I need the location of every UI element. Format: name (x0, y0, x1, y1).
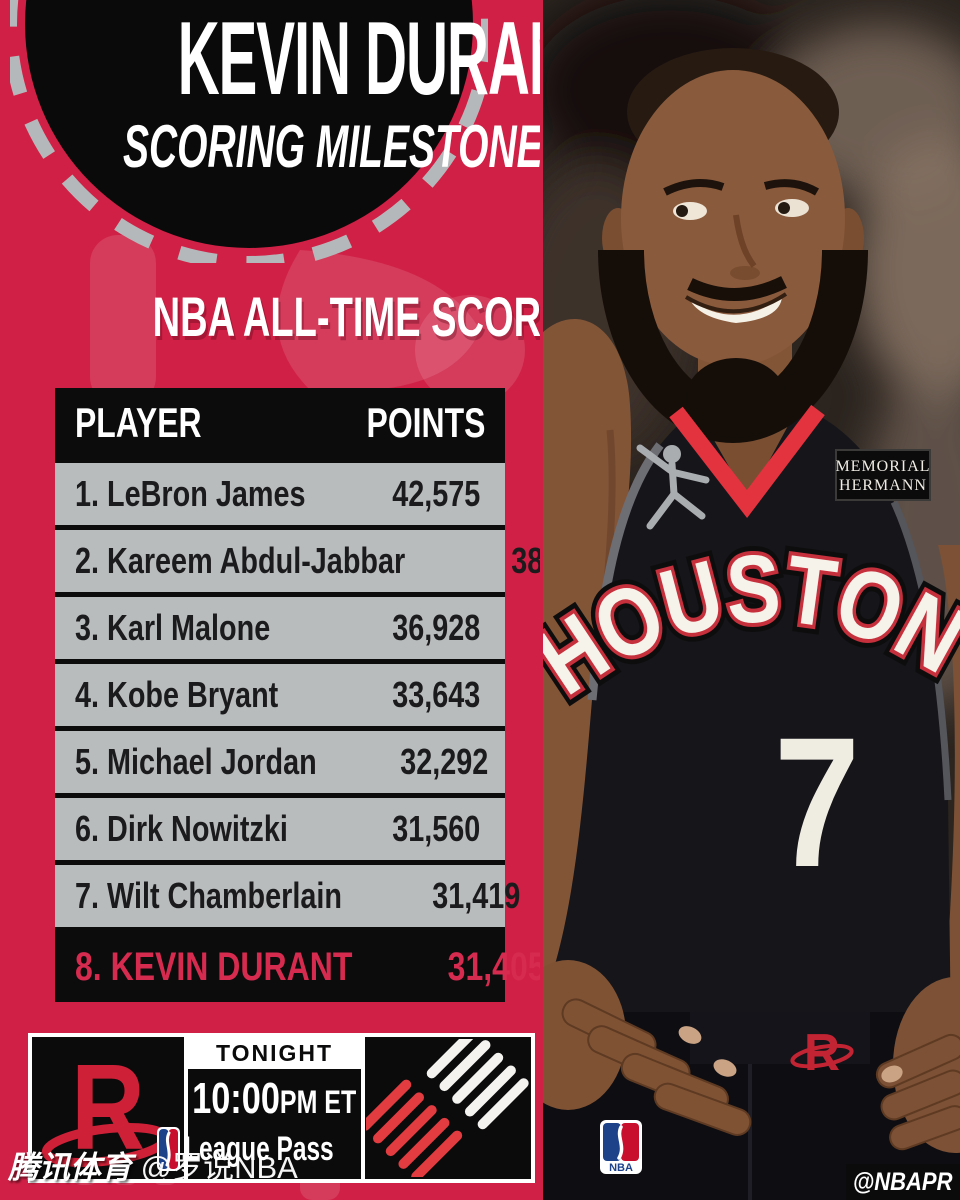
svg-text:NBA: NBA (609, 1162, 633, 1174)
divider (361, 1037, 365, 1179)
portland-trail-blazers-logo-icon (365, 1039, 529, 1177)
scoring-table: PLAYER POINTS 1. LeBron James 42,575 2. … (55, 388, 540, 1002)
league-pass: League Pass (157, 1127, 392, 1171)
game-time: 10:00PM ET (192, 1074, 357, 1123)
nbapr-watermark: @NBAPR (846, 1164, 960, 1200)
badge-title: KEVIN DURANT (177, 1, 540, 117)
arm (540, 318, 632, 1016)
table-row: 7. Wilt Chamberlain 31,419 (55, 865, 520, 927)
svg-text:HERMANN: HERMANN (839, 477, 927, 494)
table-row: 2. Kareem Abdul-Jabbar 38,387 (55, 530, 540, 592)
table-row-kevin-durant: 8. KEVIN DURANT 31,405 (55, 932, 540, 1002)
player-photo: MEMORIAL HERMANN HOUSTON HOUSTON 7 R (495, 0, 960, 1200)
svg-text:MEMORIAL: MEMORIAL (835, 458, 930, 475)
game-info-bar: R TONIGHT 10:00PM ET Le (28, 1033, 535, 1183)
col-points: POINTS (366, 399, 485, 446)
col-player: PLAYER (75, 399, 202, 446)
houston-rockets-logo-icon: R (41, 1039, 171, 1175)
rockets-logo: R (32, 1037, 184, 1179)
tonight-label: TONIGHT (188, 1037, 361, 1069)
milestone-badge: KEVIN DURANT SCORING MILESTONE (10, 0, 540, 263)
collar (669, 404, 825, 519)
blazers-logo (365, 1037, 531, 1179)
left-panel: KEVIN DURANT SCORING MILESTONE NBA ALL-T… (10, 0, 540, 1200)
badge-circle (10, 0, 488, 263)
game-time-panel: TONIGHT 10:00PM ET League Pass (157, 1037, 361, 1179)
tencent-watermark: 腾讯体育 @罗说NBA (8, 1150, 298, 1185)
badge-subtitle: SCORING MILESTONE (122, 113, 540, 180)
table-row: 1. LeBron James 42,575 (55, 463, 505, 525)
table-row: 5. Michael Jordan 32,292 (55, 731, 505, 793)
table-row: 6. Dirk Nowitzki 31,560 (55, 798, 505, 860)
league-pass-label: League Pass (184, 1130, 334, 1168)
page-title: NBA ALL-TIME SCORING LEADERS (152, 285, 540, 348)
nba-shorts-tag: NBA (600, 1120, 642, 1174)
nba-logo-icon (157, 1127, 181, 1171)
table-row: 3. Karl Malone 36,928 (55, 597, 505, 659)
kevin-durant-photo-illustration: MEMORIAL HERMANN HOUSTON HOUSTON 7 R (495, 0, 960, 1200)
jumpman-icon (636, 444, 710, 530)
memorial-hermann-patch: MEMORIAL HERMANN (835, 449, 931, 501)
jersey-number: 7 (774, 700, 860, 906)
rockets-waistband-logo: R (804, 1024, 840, 1082)
face (598, 48, 868, 443)
table-header: PLAYER POINTS (55, 388, 505, 458)
divider (184, 1037, 188, 1179)
table-row: 4. Kobe Bryant 33,643 (55, 664, 505, 726)
jersey (540, 396, 953, 1200)
